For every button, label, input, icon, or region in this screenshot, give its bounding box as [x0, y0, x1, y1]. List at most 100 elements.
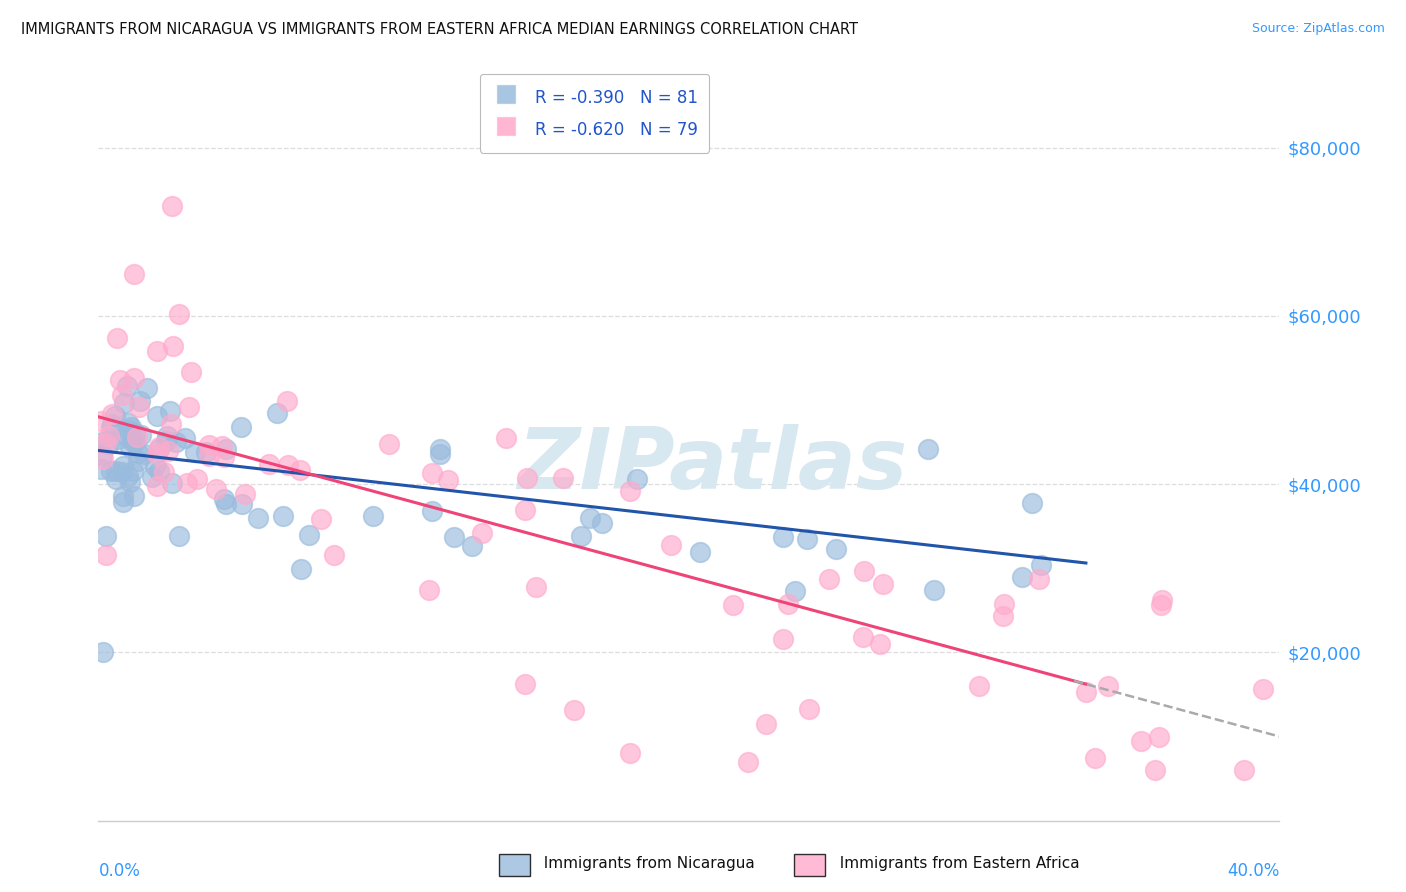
Point	[159, 403, 181, 417]
Point	[309, 512, 332, 526]
Point	[214, 492, 236, 507]
Point	[129, 428, 152, 442]
Point	[122, 267, 145, 281]
Point	[146, 447, 169, 461]
Point	[1021, 496, 1043, 510]
Point	[290, 463, 312, 477]
Point	[231, 497, 253, 511]
Point	[156, 429, 179, 443]
Text: IMMIGRANTS FROM NICARAGUA VS IMMIGRANTS FROM EASTERN AFRICA MEDIAN EARNINGS CORR: IMMIGRANTS FROM NICARAGUA VS IMMIGRANTS …	[21, 22, 858, 37]
Point	[128, 401, 150, 415]
Point	[515, 503, 537, 517]
Point	[418, 583, 440, 598]
Point	[122, 464, 145, 478]
Point	[276, 394, 298, 409]
Point	[110, 465, 132, 479]
Point	[619, 747, 641, 761]
Point	[524, 580, 547, 594]
Point	[1129, 734, 1152, 748]
Point	[1150, 598, 1173, 612]
Point	[723, 598, 745, 612]
Point	[124, 489, 146, 503]
Point	[1011, 570, 1033, 584]
Point	[165, 435, 187, 450]
Point	[90, 462, 112, 476]
Point	[107, 432, 129, 446]
Point	[184, 444, 207, 458]
Text: Immigrants from Nicaragua: Immigrants from Nicaragua	[534, 856, 755, 871]
Point	[471, 525, 494, 540]
Point	[146, 409, 169, 424]
Point	[969, 679, 991, 693]
Point	[128, 394, 150, 409]
Point	[323, 548, 346, 562]
Point	[495, 431, 517, 445]
Point	[689, 545, 711, 559]
Point	[429, 447, 451, 461]
Point	[257, 458, 280, 472]
Point	[429, 442, 451, 457]
Point	[619, 483, 641, 498]
Point	[461, 540, 484, 554]
Point	[1028, 572, 1050, 586]
Point	[91, 451, 114, 466]
Point	[148, 464, 170, 478]
Point	[97, 429, 120, 443]
Point	[100, 464, 122, 478]
Point	[105, 472, 128, 486]
Point	[1143, 763, 1166, 777]
Point	[117, 416, 139, 430]
Point	[174, 431, 197, 445]
Point	[436, 473, 458, 487]
Point	[591, 516, 613, 531]
Point	[215, 442, 238, 456]
Point	[551, 471, 574, 485]
Point	[169, 307, 191, 321]
Point	[118, 423, 141, 437]
Point	[146, 343, 169, 358]
Point	[186, 473, 208, 487]
Point	[852, 565, 875, 579]
Point	[290, 562, 312, 576]
Point	[94, 529, 117, 543]
Point	[167, 529, 190, 543]
Point	[869, 637, 891, 651]
Point	[569, 529, 592, 543]
Point	[111, 494, 134, 508]
Point	[233, 487, 256, 501]
Point	[91, 448, 114, 462]
Point	[1147, 731, 1170, 745]
Point	[277, 458, 299, 473]
Point	[422, 467, 444, 481]
Point	[177, 401, 200, 415]
Point	[825, 541, 848, 556]
Point	[162, 199, 183, 213]
Point	[1029, 558, 1052, 572]
Point	[121, 434, 143, 448]
Legend: R = -0.390   N = 81, R = -0.620   N = 79: R = -0.390 N = 81, R = -0.620 N = 79	[479, 74, 709, 153]
Point	[104, 409, 127, 423]
Point	[160, 475, 183, 490]
Point	[266, 406, 288, 420]
Point	[115, 429, 138, 443]
Point	[117, 468, 139, 483]
Point	[211, 439, 233, 453]
Point	[578, 511, 600, 525]
Point	[156, 444, 179, 458]
Point	[796, 532, 818, 546]
Point	[160, 417, 183, 431]
Point	[176, 476, 198, 491]
Point	[146, 478, 169, 492]
Point	[115, 379, 138, 393]
Point	[141, 469, 163, 483]
Point	[797, 702, 820, 716]
Point	[91, 434, 114, 449]
Point	[112, 458, 135, 473]
Point	[1251, 681, 1274, 696]
Point	[198, 449, 221, 463]
Point	[111, 388, 134, 402]
Point	[659, 538, 682, 552]
Point	[513, 677, 536, 691]
Point	[1084, 751, 1107, 765]
Point	[378, 437, 401, 451]
